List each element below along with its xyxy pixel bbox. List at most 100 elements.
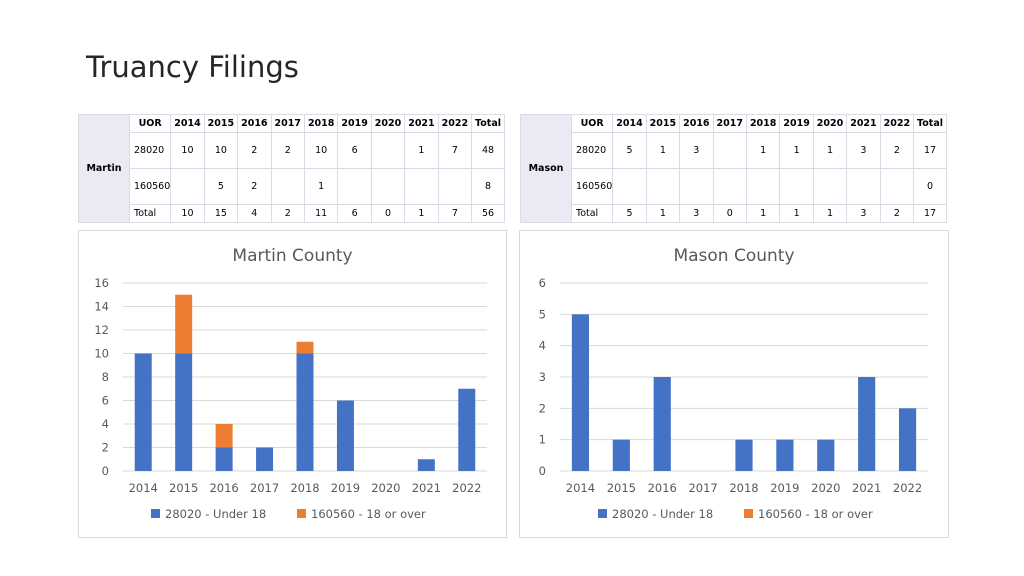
table-cell: 8 <box>471 168 505 205</box>
table-county-label: Martin <box>78 114 130 223</box>
bar-series1 <box>296 353 314 471</box>
table-header-row: Mason UOR 2014 2015 2016 2017 2018 2019 … <box>520 114 947 223</box>
table-cell: 4 <box>237 204 272 223</box>
table-header-cell: 2020 <box>812 114 848 133</box>
x-tick-label: 2018 <box>729 481 758 495</box>
table-cell: 6 <box>337 132 372 169</box>
table-cell: 3 <box>679 132 714 169</box>
table-header-cell: 2020 <box>370 114 406 133</box>
y-tick-label: 10 <box>94 347 109 361</box>
y-tick-label: 8 <box>102 370 109 384</box>
table-header-row: Martin UOR 2014 2015 2016 2017 2018 2019… <box>78 114 505 223</box>
mason-chart: Mason County 0 1 2 3 4 5 6 2014 2015 2016 2017 2018 2… <box>519 230 949 538</box>
table-cell: 0 <box>913 168 947 205</box>
table-header-cell: 2019 <box>337 114 372 133</box>
x-tick-label: 2021 <box>412 481 441 495</box>
page-title: Truancy Filings <box>86 50 299 84</box>
legend-swatch <box>151 509 160 518</box>
table-cell: 10 <box>170 132 205 169</box>
bar-series1 <box>336 400 354 471</box>
y-tick-label: 12 <box>94 323 109 337</box>
table-cell: 1 <box>812 204 848 223</box>
x-tick-label: 2022 <box>452 481 481 495</box>
table-county-label: Mason <box>520 114 572 223</box>
table-cell <box>812 168 848 205</box>
table-row: 160560 0 <box>521 168 947 205</box>
table-header-cell: 2017 <box>712 114 747 133</box>
table-header-cell: 2016 <box>679 114 714 133</box>
y-tick-label: 6 <box>539 276 546 290</box>
table-header-cell: 2018 <box>745 114 781 133</box>
table-cell: Total <box>570 204 614 223</box>
table-cell: 10 <box>170 204 205 223</box>
table-cell: 10 <box>303 132 339 169</box>
legend-swatch <box>598 509 607 518</box>
table-cell <box>712 168 747 205</box>
table-cell: 2 <box>879 204 915 223</box>
table-cell: 1 <box>404 132 439 169</box>
table-cell: 1 <box>645 132 681 169</box>
x-tick-label: 2018 <box>290 481 319 495</box>
table-cell <box>745 168 781 205</box>
x-tick-label: 2017 <box>688 481 717 495</box>
table-cell: 28020 <box>128 132 172 169</box>
bar-series1 <box>653 377 671 471</box>
table-header-cell: 2021 <box>404 114 439 133</box>
table-header-cell: 2014 <box>170 114 205 133</box>
x-tick-label: 2017 <box>250 481 279 495</box>
y-tick-label: 14 <box>94 300 109 314</box>
mason-chart-svg: Mason County 0 1 2 3 4 5 6 2014 2015 2016 2017 2018 2… <box>539 246 928 521</box>
table-cell: 7 <box>437 204 473 223</box>
table-cell <box>712 132 747 169</box>
chart-title: Mason County <box>673 246 794 266</box>
table-header-cell: 2017 <box>270 114 305 133</box>
bar-series1 <box>735 439 753 471</box>
table-cell: 48 <box>471 132 505 169</box>
x-tick-label: 2021 <box>852 481 881 495</box>
legend-swatch <box>297 509 306 518</box>
martin-chart-svg: Martin County 0 2 4 6 8 10 12 14 16 2014 2015 2016 20… <box>94 246 487 521</box>
table-cell: 2 <box>237 132 272 169</box>
bar-series1 <box>417 459 435 471</box>
table-cell: 2 <box>270 132 305 169</box>
bar-series2 <box>296 341 314 354</box>
table-cell <box>612 168 647 205</box>
x-tick-label: 2019 <box>770 481 799 495</box>
table-row: 160560 5 2 1 8 <box>79 168 505 205</box>
table-cell <box>270 168 305 205</box>
table-cell: 28020 <box>570 132 614 169</box>
x-tick-label: 2014 <box>129 481 158 495</box>
table-cell: 1 <box>645 204 681 223</box>
table-cell <box>645 168 681 205</box>
legend-label: 28020 - Under 18 <box>612 507 713 521</box>
y-tick-label: 3 <box>539 370 546 384</box>
table-cell: 15 <box>203 204 239 223</box>
bar-series1 <box>612 439 630 471</box>
table-row: 28020 5 1 3 1 1 1 3 2 17 <box>521 132 947 169</box>
table-cell: 10 <box>203 132 239 169</box>
table-cell: 2 <box>879 132 915 169</box>
bar-series1 <box>175 353 193 471</box>
x-tick-label: 2015 <box>607 481 636 495</box>
table-cell: 11 <box>303 204 339 223</box>
table-total-row: Total 10 15 4 2 11 6 0 1 7 56 <box>79 204 505 223</box>
bar-series1 <box>817 439 835 471</box>
table-cell: 0 <box>712 204 747 223</box>
y-tick-label: 5 <box>539 307 546 321</box>
chart-title: Martin County <box>232 246 352 266</box>
table-cell <box>679 168 714 205</box>
legend-label: 160560 - 18 or over <box>311 507 426 521</box>
table-cell: 160560 <box>128 168 172 205</box>
x-tick-label: 2019 <box>331 481 360 495</box>
table-cell <box>170 168 205 205</box>
table-cell: 3 <box>846 204 881 223</box>
table-header-cell: 2022 <box>879 114 915 133</box>
x-tick-label: 2016 <box>209 481 238 495</box>
y-tick-label: 1 <box>539 433 546 447</box>
table-cell: 56 <box>471 204 505 223</box>
table-row: 28020 10 10 2 2 10 6 1 7 48 <box>79 132 505 169</box>
table-total-row: Total 5 1 3 0 1 1 1 3 2 17 <box>521 204 947 223</box>
table-cell: 17 <box>913 204 947 223</box>
bar-series1 <box>256 447 274 471</box>
x-tick-label: 2014 <box>566 481 595 495</box>
